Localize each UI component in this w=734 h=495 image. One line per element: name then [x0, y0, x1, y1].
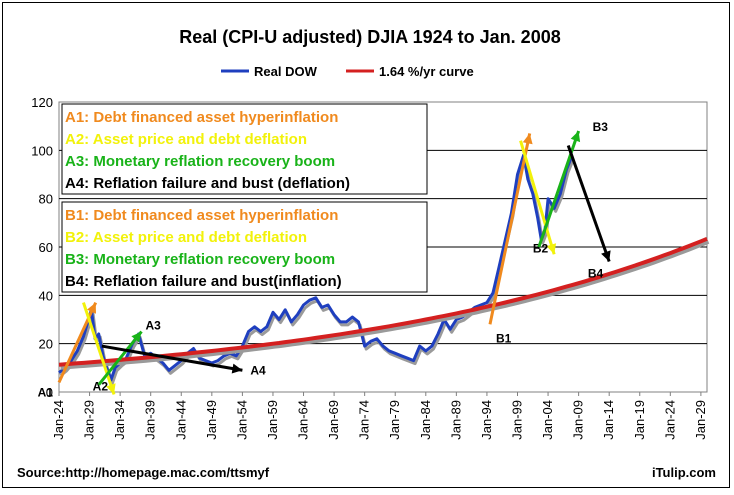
x-tick-label-Jan-59: Jan-59	[265, 400, 280, 440]
annotation-line-1-2: A2: Asset price and debt deflation	[65, 131, 307, 148]
arrow-shaft-B4	[566, 145, 611, 262]
legend-label-curve: 1.64 %/yr curve	[379, 64, 474, 79]
arrow-shaft-A4	[101, 344, 243, 372]
arrow-B4: B4	[566, 145, 611, 281]
annotation-line-2-1: B1: Debt financed asset hyperinflation	[65, 207, 338, 224]
x-tick-label-Jan-74: Jan-74	[357, 400, 372, 440]
annotation-box-1: A1: Debt financed asset hyperinflation A2…	[61, 103, 428, 195]
y-tick-label-100: 100	[31, 143, 53, 158]
arrow-A2: A2	[82, 302, 116, 395]
x-tick-label-Jan-29: Jan-29	[82, 400, 97, 440]
arrow-label-A3: A3	[146, 319, 162, 333]
arrow-label-B3: B3	[593, 120, 609, 134]
legend-label-real-dow: Real DOW	[254, 64, 318, 79]
y-tick-label-40: 40	[39, 288, 53, 303]
annotation-box-frame-2	[61, 201, 428, 293]
x-tick-label-Jan-34: Jan-34	[112, 400, 127, 440]
legend: Real DOW 1.64 %/yr curve	[221, 64, 474, 79]
arrow-label-A1: A1	[38, 385, 54, 399]
arrows-group: A1 A2 A3 A4 B1 B2 B3 B4	[38, 120, 611, 399]
x-tick-label-Jan-84: Jan-84	[418, 400, 433, 440]
brand-label: iTulip.com	[652, 465, 716, 480]
x-tick-label-Jan-29: Jan-29	[693, 400, 708, 440]
source-note: Source:http://homepage.mac.com/ttsmyf	[17, 465, 270, 480]
annotation-boxes: A1: Debt financed asset hyperinflation A2…	[61, 103, 428, 293]
x-tick-label-Jan-39: Jan-39	[143, 400, 158, 440]
arrow-A3: A3	[97, 319, 162, 386]
x-tick-label-Jan-69: Jan-69	[326, 400, 341, 440]
arrow-B1: B1	[488, 133, 533, 345]
x-tick-label-Jan-19: Jan-19	[632, 400, 647, 440]
arrow-shaft-A2	[82, 302, 116, 395]
annotation-line-1-4: A4: Reflation failure and bust (deflatio…	[65, 175, 350, 192]
arrow-shaft-A1	[57, 301, 98, 383]
arrow-head-A4	[231, 363, 243, 374]
chart-frame: Real (CPI-U adjusted) DJIA 1924 to Jan. …	[2, 2, 730, 488]
arrow-label-B1: B1	[496, 331, 512, 345]
x-axis: Jan-24 Jan-29 Jan-34 Jan-39 Jan-44 Jan-49 Jan-…	[51, 392, 708, 440]
annotation-box-frame-1	[61, 103, 428, 195]
arrow-A4: A4	[101, 344, 266, 377]
x-tick-label-Jan-49: Jan-49	[204, 400, 219, 440]
x-tick-label-Jan-04: Jan-04	[540, 400, 555, 440]
annotation-line-1-3: A3: Monetary reflation recovery boom	[65, 153, 335, 170]
arrow-B3: B3	[537, 120, 609, 248]
x-tick-label-Jan-94: Jan-94	[479, 400, 494, 440]
x-tick-label-Jan-79: Jan-79	[387, 400, 402, 440]
annotation-line-1-1: A1: Debt financed asset hyperinflation	[65, 109, 338, 126]
y-axis: 0 20 40 60 80 100 120	[31, 95, 53, 400]
arrow-head-B1	[522, 133, 533, 145]
arrow-head-A2	[106, 383, 116, 395]
arrow-shaft-B3	[537, 130, 581, 248]
x-tick-label-Jan-64: Jan-64	[296, 400, 311, 440]
chart: Real (CPI-U adjusted) DJIA 1924 to Jan. …	[17, 27, 716, 480]
x-tick-label-Jan-89: Jan-89	[448, 400, 463, 440]
arrow-head-A3	[131, 331, 142, 343]
annotation-line-2-4: B4: Reflation failure and bust(inflation…	[65, 273, 342, 290]
arrow-shaft-B1	[488, 133, 532, 325]
arrow-label-B2: B2	[533, 241, 549, 255]
annotation-line-2-3: B3: Monetary reflation recovery boom	[65, 251, 335, 268]
x-tick-label-Jan-14: Jan-14	[601, 400, 616, 440]
y-tick-label-60: 60	[39, 240, 53, 255]
x-tick-label-Jan-54: Jan-54	[234, 400, 249, 440]
arrow-shaft-B2	[519, 140, 556, 255]
y-tick-label-20: 20	[39, 337, 53, 352]
arrow-head-A1	[87, 302, 96, 314]
arrow-head-B2	[546, 243, 557, 255]
arrow-shaft-A3	[97, 330, 143, 386]
arrow-B2: B2	[519, 140, 557, 255]
x-tick-label-Jan-09: Jan-09	[571, 400, 586, 440]
arrow-head-B4	[601, 250, 611, 262]
arrow-label-A4: A4	[250, 363, 266, 377]
y-tick-label-80: 80	[39, 192, 53, 207]
annotation-line-2-2: B2: Asset price and debt deflation	[65, 229, 307, 246]
chart-title: Real (CPI-U adjusted) DJIA 1924 to Jan. …	[179, 27, 560, 47]
y-tick-label-120: 120	[31, 95, 53, 110]
y-tick-label-0: 0	[46, 385, 53, 400]
arrow-head-B3	[570, 131, 581, 143]
x-tick-label-Jan-99: Jan-99	[509, 400, 524, 440]
arrow-label-B4: B4	[588, 267, 604, 281]
series-curve-line	[58, 236, 708, 367]
x-tick-label-Jan-44: Jan-44	[173, 400, 188, 440]
x-tick-label-Jan-24: Jan-24	[662, 400, 677, 440]
x-tick-label-Jan-24: Jan-24	[51, 400, 66, 440]
annotation-box-2: B1: Debt financed asset hyperinflation B2…	[61, 201, 428, 293]
arrow-A1: A1	[38, 301, 98, 399]
arrow-label-A2: A2	[93, 379, 109, 393]
